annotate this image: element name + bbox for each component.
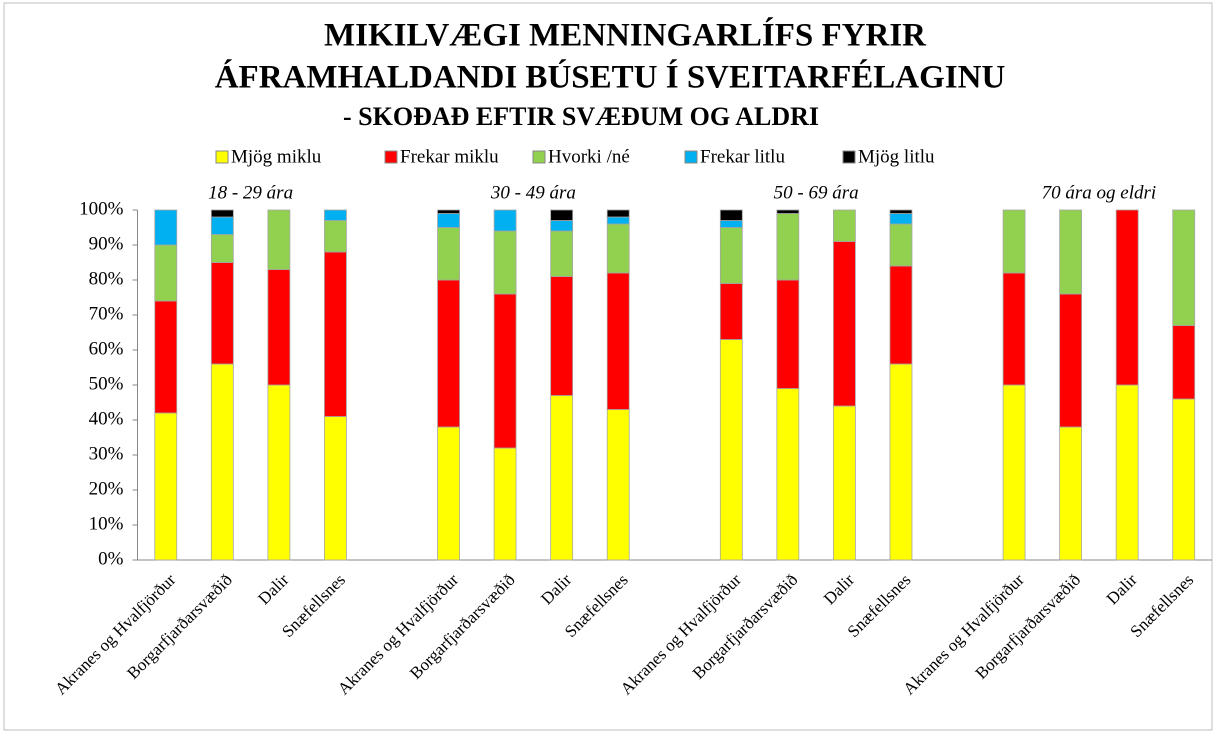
y-tick-label: 20% <box>89 478 124 499</box>
legend-label: Frekar litlu <box>700 146 785 167</box>
bar-segment <box>493 230 517 295</box>
bar-segment <box>437 227 460 281</box>
bar-segment <box>719 209 743 221</box>
legend-swatch <box>215 150 229 164</box>
bar-segment <box>606 272 630 410</box>
bar-segment <box>606 409 630 561</box>
bar-segment <box>550 220 574 232</box>
bar-segment <box>833 241 856 407</box>
bar-segment <box>154 300 178 414</box>
y-tick-label: 40% <box>89 408 124 429</box>
y-tick-label: 90% <box>89 233 124 254</box>
bar-segment <box>267 209 291 270</box>
bar-segment <box>606 223 630 274</box>
legend-swatch <box>384 150 398 164</box>
bar-segment <box>889 213 913 225</box>
group-label: 50 - 69 ára <box>774 182 859 203</box>
bar-segment <box>719 227 743 284</box>
legend-swatch <box>684 150 698 164</box>
bar-segment <box>493 447 517 561</box>
bar-segment <box>1115 209 1139 386</box>
y-tick-label: 10% <box>89 513 124 534</box>
bar-segment <box>1002 209 1026 274</box>
bar-segment <box>1172 209 1196 326</box>
bar-segment <box>437 426 460 561</box>
bar-segment <box>1059 293 1083 428</box>
bar-segment <box>267 269 291 386</box>
y-tick-label: 100% <box>79 198 124 219</box>
legend-label: Hvorki /né <box>548 146 630 167</box>
group-label: 70 ára og eldri <box>1042 182 1157 203</box>
chart-title: MIKILVÆGI MENNINGARLÍFS FYRIR <box>324 17 927 54</box>
bar-segment <box>154 412 178 561</box>
y-tick-label: 80% <box>89 268 124 289</box>
bar-segment <box>324 220 347 253</box>
bar-segment <box>267 384 291 561</box>
y-tick-label: 70% <box>89 303 124 324</box>
bar-segment <box>1002 272 1026 386</box>
bar-segment <box>550 276 574 396</box>
bar-segment <box>437 213 460 228</box>
legend-swatch <box>842 150 856 164</box>
bar-segment <box>493 209 517 232</box>
bar-segment <box>437 279 460 428</box>
bar-segment <box>889 223 913 267</box>
bar-segment <box>606 209 630 218</box>
bar-segment <box>210 216 234 235</box>
chart-title: ÁFRAMHALDANDI BÚSETU Í SVEITARFÉLAGINU <box>215 58 1006 96</box>
bar-segment <box>324 251 347 417</box>
bar-segment <box>210 209 234 218</box>
bar-segment <box>1059 426 1083 561</box>
y-tick-label: 50% <box>89 373 124 394</box>
bar-segment <box>1002 384 1026 561</box>
bar-segment <box>776 279 800 389</box>
bar-segment <box>550 209 574 221</box>
bar-segment <box>776 388 800 561</box>
bar-segment <box>776 209 800 214</box>
bar-segment <box>324 416 347 561</box>
y-tick-label: 30% <box>89 443 124 464</box>
y-tick-label: 60% <box>89 338 124 359</box>
chart-subtitle: - SKOÐAÐ EFTIR SVÆÐUM OG ALDRI <box>343 102 819 131</box>
bar-segment <box>1059 209 1083 295</box>
bar-segment <box>889 209 913 214</box>
group-label: 30 - 49 ára <box>490 182 576 203</box>
legend-swatch <box>532 150 546 164</box>
bar-segment <box>889 363 913 561</box>
y-tick-label: 0% <box>98 548 124 569</box>
bar-segment <box>719 339 743 561</box>
group-label: 18 - 29 ára <box>208 182 293 203</box>
bar-segment <box>833 209 856 242</box>
bar-segment <box>210 262 234 365</box>
bar-segment <box>550 395 574 561</box>
bar-segment <box>437 209 460 214</box>
bar-segment <box>1172 398 1196 561</box>
bar-segment <box>719 283 743 340</box>
bar-segment <box>493 293 517 449</box>
bar-segment <box>889 265 913 365</box>
bar-segment <box>154 244 178 302</box>
bar-segment <box>210 234 234 263</box>
bar-segment <box>154 209 178 246</box>
bar-segment <box>719 220 743 228</box>
bar-segment <box>606 216 630 225</box>
legend-label: Frekar miklu <box>400 146 499 167</box>
bar-segment <box>833 405 856 561</box>
bar-segment <box>776 213 800 281</box>
legend-label: Mjög miklu <box>231 146 322 167</box>
bar-segment <box>550 230 574 277</box>
bar-segment <box>210 363 234 561</box>
bar-segment <box>324 209 347 221</box>
bar-segment <box>1115 384 1139 561</box>
legend-label: Mjög litlu <box>858 146 935 167</box>
bar-segment <box>1172 325 1196 400</box>
